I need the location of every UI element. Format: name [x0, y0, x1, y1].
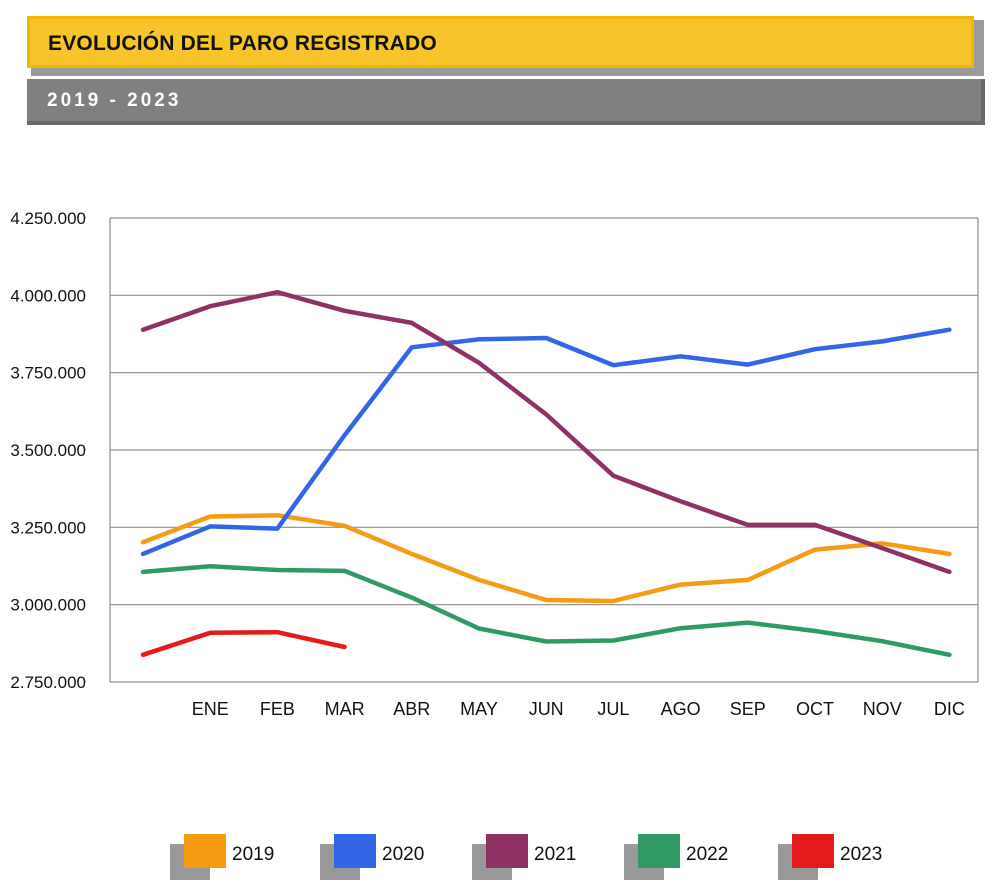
legend-item-2020: 2020 [320, 830, 470, 880]
y-tick-label: 4.250.000 [10, 209, 86, 228]
x-tick-label: NOV [863, 699, 902, 719]
x-tick-label: MAR [325, 699, 365, 719]
series-line-2019 [140, 513, 952, 604]
x-tick-label: ENE [192, 699, 229, 719]
title-banner: EVOLUCIÓN DEL PARO REGISTRADO [27, 16, 974, 68]
x-tick-label: SEP [730, 699, 766, 719]
y-tick-label: 3.500.000 [10, 441, 86, 460]
legend-swatch [184, 834, 226, 868]
chart-title: EVOLUCIÓN DEL PARO REGISTRADO [48, 32, 437, 55]
legend-swatch [638, 834, 680, 868]
subtitle-banner: 2019 - 2023 [27, 79, 985, 125]
chart-subtitle: 2019 - 2023 [47, 90, 182, 111]
x-tick-label: DIC [934, 699, 965, 719]
legend-item-2021: 2021 [472, 830, 622, 880]
series-line-2021 [140, 289, 952, 575]
y-tick-label: 3.750.000 [10, 364, 86, 383]
y-tick-label: 3.000.000 [10, 596, 86, 615]
legend-item-2019: 2019 [170, 830, 320, 880]
legend-item-2023: 2023 [778, 830, 928, 880]
x-tick-label: ABR [393, 699, 430, 719]
series-line-2020 [140, 327, 952, 557]
x-tick-label: JUN [529, 699, 564, 719]
y-tick-label: 2.750.000 [10, 673, 86, 692]
x-tick-label: MAY [460, 699, 498, 719]
legend-swatch [334, 834, 376, 868]
legend-label: 2023 [840, 844, 883, 865]
legend-label: 2022 [686, 844, 729, 865]
y-tick-label: 4.000.000 [10, 286, 86, 305]
legend-label: 2021 [534, 844, 577, 865]
x-tick-label: AGO [661, 699, 701, 719]
series-line-2023 [140, 629, 347, 658]
x-tick-label: OCT [796, 699, 834, 719]
y-tick-label: 3.250.000 [10, 518, 86, 537]
series-line-2022 [140, 564, 952, 658]
x-tick-label: FEB [260, 699, 295, 719]
legend-swatch [792, 834, 834, 868]
legend-label: 2019 [232, 844, 275, 865]
legend-swatch [486, 834, 528, 868]
legend-item-2022: 2022 [624, 830, 774, 880]
x-tick-label: JUL [597, 699, 629, 719]
legend-label: 2020 [382, 844, 425, 865]
